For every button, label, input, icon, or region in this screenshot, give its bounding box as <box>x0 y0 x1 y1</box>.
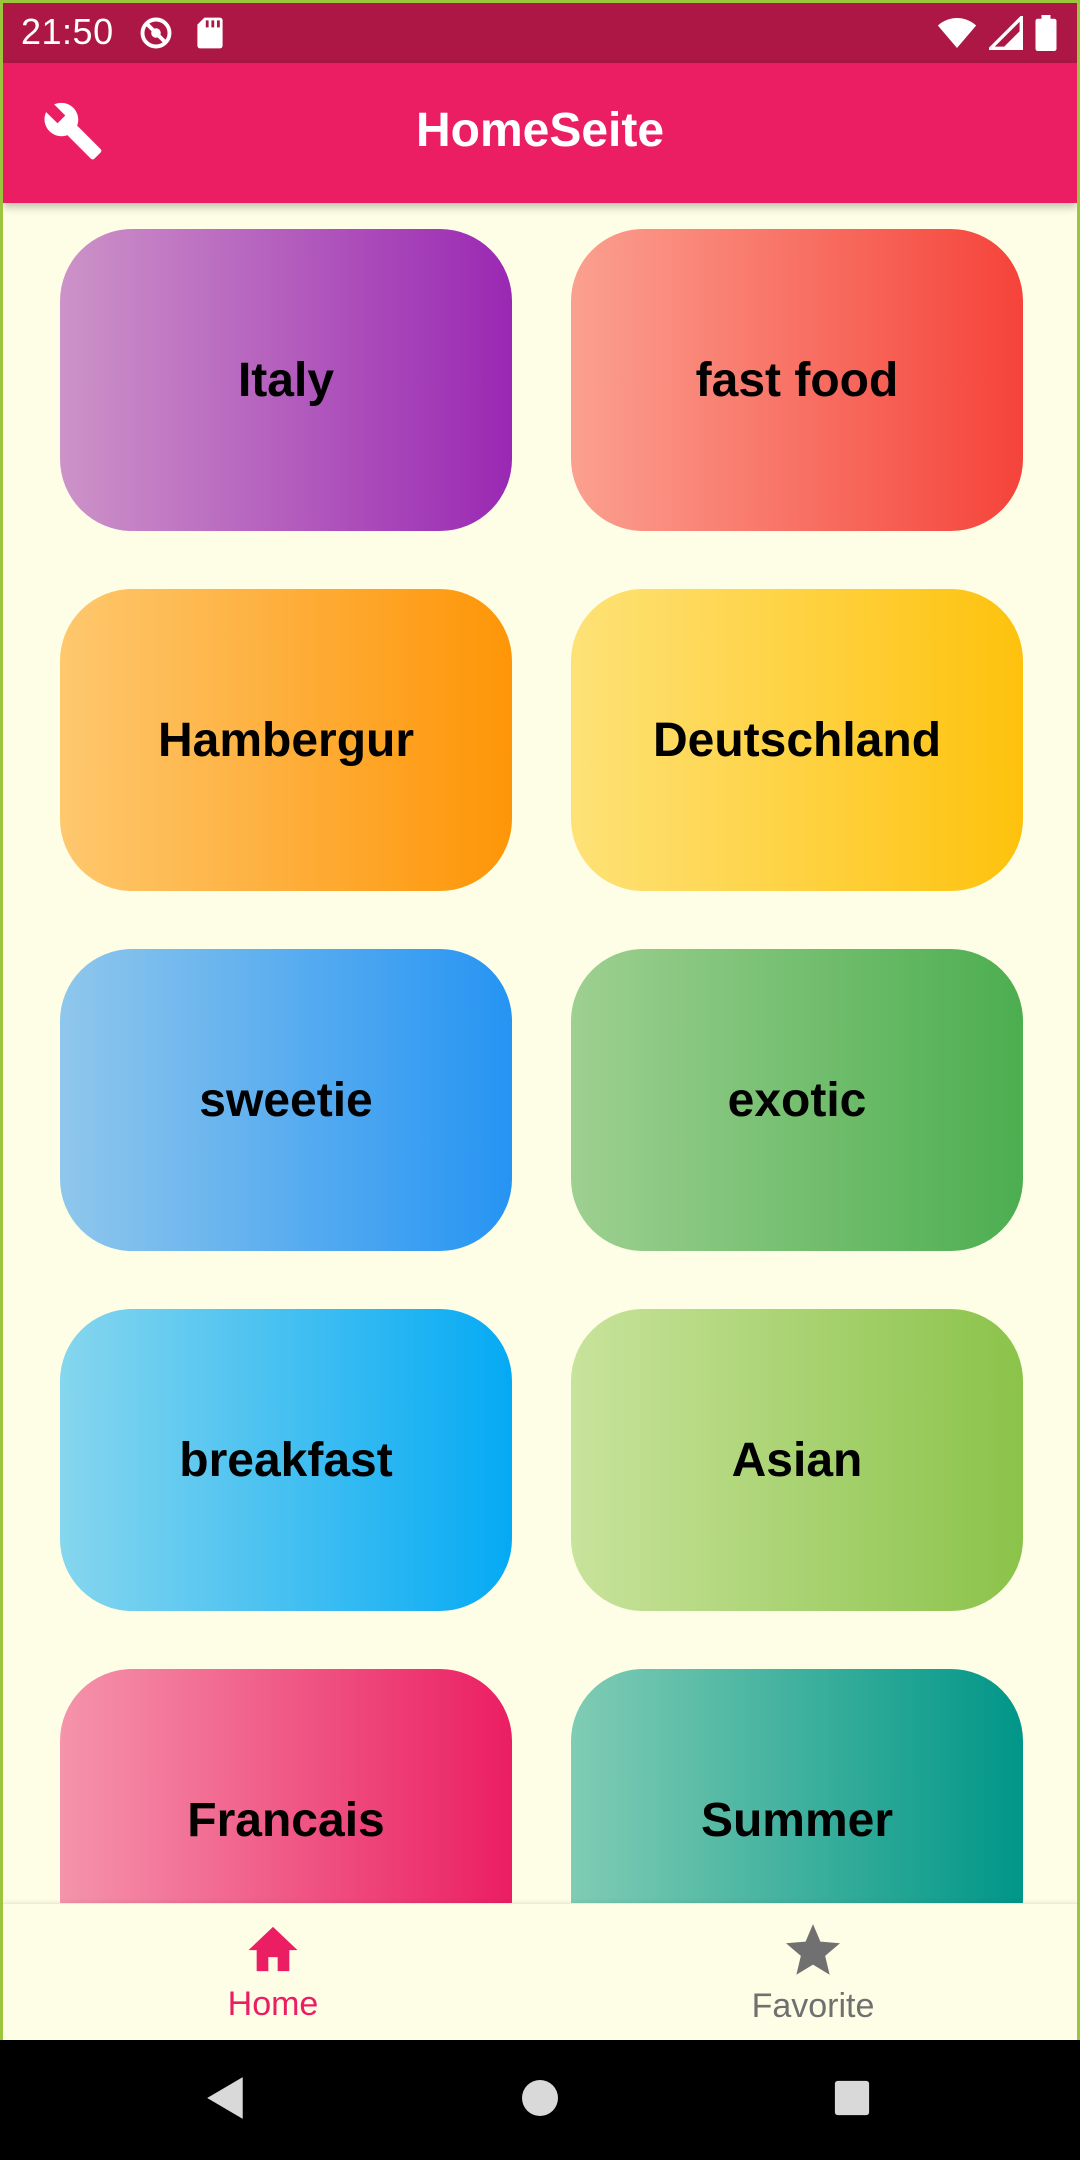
settings-button[interactable] <box>35 95 111 171</box>
category-tile-exotic[interactable]: exotic <box>571 949 1023 1251</box>
do-not-disturb-icon <box>138 15 174 56</box>
category-label: Hambergur <box>157 713 415 767</box>
category-label: Italy <box>237 353 335 407</box>
status-time: 21:50 <box>21 11 114 52</box>
category-label: Deutschland <box>652 713 942 767</box>
system-back-button[interactable] <box>196 2070 256 2130</box>
category-tile-italy[interactable]: Italy <box>60 229 512 531</box>
nav-label-favorite: Favorite <box>751 1987 875 2025</box>
nav-item-favorite[interactable]: Favorite <box>693 1924 933 2034</box>
wifi-icon <box>937 16 977 55</box>
category-label: exotic <box>727 1073 867 1127</box>
category-label: breakfast <box>179 1433 393 1487</box>
home-icon <box>245 1924 301 1979</box>
category-label: Francais <box>187 1793 385 1847</box>
star-icon <box>786 1924 840 1981</box>
app-bar: HomeSeite <box>3 63 1077 203</box>
category-tile-sweetie[interactable]: sweetie <box>60 949 512 1251</box>
category-label: sweetie <box>199 1073 373 1127</box>
category-tile-fast-food[interactable]: fast food <box>571 229 1023 531</box>
category-tile-deutschland[interactable]: Deutschland <box>571 589 1023 891</box>
nav-label-home: Home <box>227 1985 319 2023</box>
category-tile-breakfast[interactable]: breakfast <box>60 1309 512 1611</box>
back-triangle-icon <box>205 2075 247 2126</box>
sd-card-icon <box>196 16 224 55</box>
signal-icon <box>986 13 1023 55</box>
app-screen: 21:50 <box>0 0 1080 2040</box>
battery-icon <box>1035 15 1057 56</box>
category-tile-hambergur[interactable]: Hambergur <box>60 589 512 891</box>
category-tile-asian[interactable]: Asian <box>571 1309 1023 1611</box>
home-circle-icon <box>520 2078 560 2123</box>
status-bar: 21:50 <box>3 3 1077 63</box>
page-title: HomeSeite <box>415 104 665 157</box>
category-grid: Italy fast food Hambergur Deutschland sw… <box>3 203 1077 1903</box>
category-label: Asian <box>731 1433 863 1487</box>
system-home-button[interactable] <box>510 2070 570 2130</box>
category-tile-summer[interactable]: Summer <box>571 1669 1023 1903</box>
system-navigation-bar <box>0 2040 1080 2160</box>
system-recents-button[interactable] <box>822 2070 882 2130</box>
category-tile-francais[interactable]: Francais <box>60 1669 512 1903</box>
recents-square-icon <box>833 2079 871 2122</box>
wrench-icon <box>42 100 104 167</box>
nav-item-home[interactable]: Home <box>153 1924 393 2034</box>
category-label: Summer <box>700 1793 894 1847</box>
category-label: fast food <box>695 353 899 407</box>
bottom-navigation: Home Favorite <box>3 1903 1077 2040</box>
